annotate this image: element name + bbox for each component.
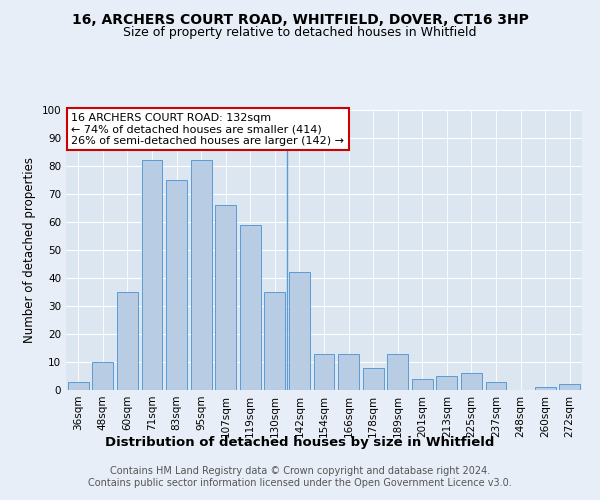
- Bar: [338, 354, 359, 390]
- Bar: [117, 292, 138, 390]
- Bar: [240, 225, 261, 390]
- Bar: [387, 354, 408, 390]
- Bar: [412, 379, 433, 390]
- Bar: [362, 368, 383, 390]
- Y-axis label: Number of detached properties: Number of detached properties: [23, 157, 36, 343]
- Bar: [485, 382, 506, 390]
- Bar: [535, 387, 556, 390]
- Text: 16 ARCHERS COURT ROAD: 132sqm
← 74% of detached houses are smaller (414)
26% of : 16 ARCHERS COURT ROAD: 132sqm ← 74% of d…: [71, 113, 344, 146]
- Bar: [166, 180, 187, 390]
- Bar: [289, 272, 310, 390]
- Bar: [314, 354, 334, 390]
- Text: Contains HM Land Registry data © Crown copyright and database right 2024.
Contai: Contains HM Land Registry data © Crown c…: [88, 466, 512, 487]
- Bar: [559, 384, 580, 390]
- Bar: [92, 362, 113, 390]
- Text: Distribution of detached houses by size in Whitfield: Distribution of detached houses by size …: [106, 436, 494, 449]
- Bar: [265, 292, 286, 390]
- Bar: [436, 376, 457, 390]
- Bar: [215, 205, 236, 390]
- Text: 16, ARCHERS COURT ROAD, WHITFIELD, DOVER, CT16 3HP: 16, ARCHERS COURT ROAD, WHITFIELD, DOVER…: [71, 12, 529, 26]
- Bar: [191, 160, 212, 390]
- Bar: [461, 373, 482, 390]
- Text: Size of property relative to detached houses in Whitfield: Size of property relative to detached ho…: [123, 26, 477, 39]
- Bar: [142, 160, 163, 390]
- Bar: [68, 382, 89, 390]
